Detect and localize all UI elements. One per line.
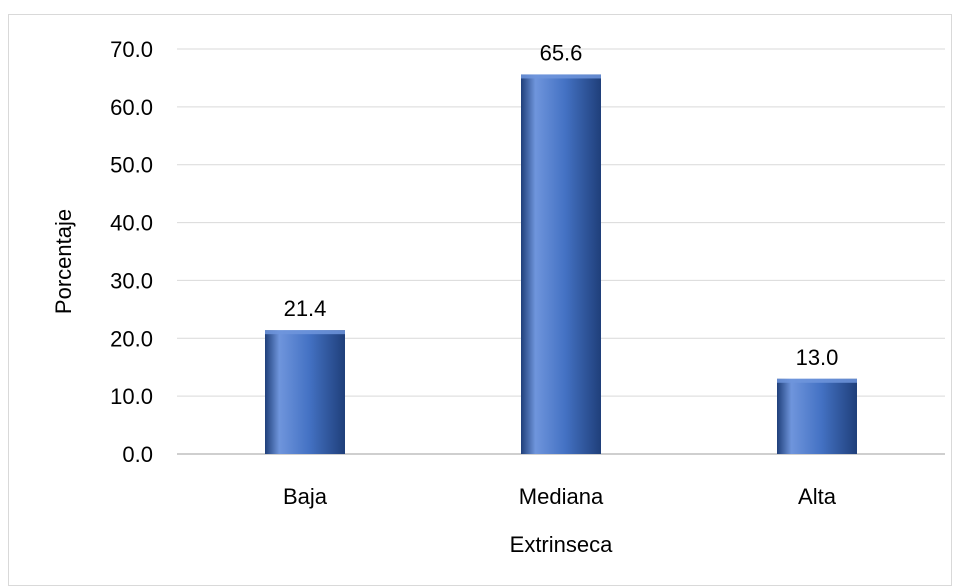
y-tick-label: 50.0 — [110, 153, 153, 178]
data-label-alta: 13.0 — [796, 345, 839, 370]
y-tick-label: 40.0 — [110, 211, 153, 236]
y-tick-label: 0.0 — [122, 442, 153, 467]
x-tick-label: Baja — [283, 484, 328, 509]
x-axis-title: Extrinseca — [510, 532, 613, 557]
y-axis-ticks: 0.0 10.0 20.0 30.0 40.0 50.0 60.0 70.0 — [110, 37, 153, 467]
chart-frame: 0.0 10.0 20.0 30.0 40.0 50.0 60.0 70.0 21.4 65.6… — [8, 14, 952, 586]
y-tick-label: 20.0 — [110, 326, 153, 351]
y-tick-label: 10.0 — [110, 384, 153, 409]
x-tick-label: Mediana — [519, 484, 604, 509]
bar-chart: 0.0 10.0 20.0 30.0 40.0 50.0 60.0 70.0 21.4 65.6… — [9, 15, 953, 587]
y-tick-label: 60.0 — [110, 95, 153, 120]
bar-top-highlight — [777, 379, 857, 383]
y-tick-label: 70.0 — [110, 37, 153, 62]
data-label-mediana: 65.6 — [540, 40, 583, 65]
x-axis-ticks: Baja Mediana Alta — [283, 484, 837, 509]
data-label-baja: 21.4 — [284, 296, 327, 321]
bar-alta — [777, 379, 857, 454]
x-tick-label: Alta — [798, 484, 837, 509]
bar-baja — [265, 330, 345, 454]
bars — [265, 74, 857, 454]
bar-mediana — [521, 74, 601, 454]
y-tick-label: 30.0 — [110, 268, 153, 293]
bar-top-highlight — [521, 74, 601, 78]
bar-top-highlight — [265, 330, 345, 334]
y-axis-title: Porcentaje — [51, 209, 76, 314]
